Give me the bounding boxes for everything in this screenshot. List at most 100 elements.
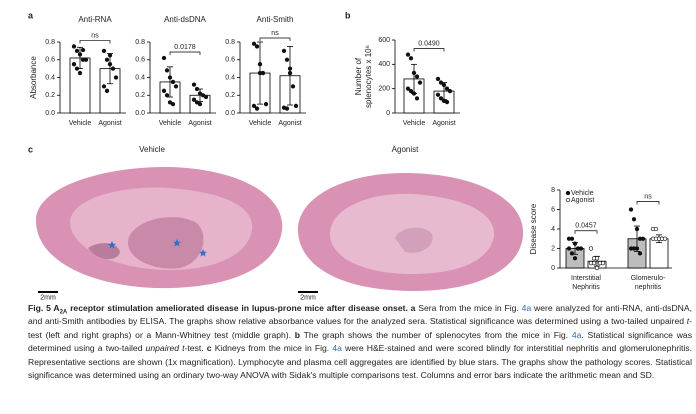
x-tick-label: Nephritis: [572, 284, 600, 291]
data-point: [411, 91, 417, 96]
y-tick-label: 6: [551, 206, 555, 213]
data-point: [281, 48, 287, 54]
data-point: [80, 47, 86, 53]
y-tick-label: 400: [378, 61, 390, 68]
data-point: [107, 53, 113, 58]
data-point: [414, 74, 420, 79]
x-tick-label: nephritis: [635, 284, 662, 291]
caption-text: Fig. 5 A: [28, 303, 60, 313]
x-tick-label: Agonist: [278, 120, 301, 127]
x-tick-label: Interstitial: [571, 275, 601, 282]
data-point: [411, 70, 417, 75]
y-tick-label: 2: [551, 245, 555, 252]
data-point: [251, 103, 257, 109]
x-tick-label: Agonist: [432, 120, 455, 127]
data-point: [594, 265, 600, 271]
significance-bracket: [636, 201, 660, 205]
data-point: [284, 57, 290, 62]
data-point: [191, 82, 197, 87]
data-point: [659, 236, 665, 241]
data-point: [251, 41, 257, 46]
y-axis-label: Number of: [354, 57, 363, 95]
image-label: Agonist: [392, 145, 419, 154]
y-tick-label: 0.0: [225, 110, 235, 117]
data-point: [113, 75, 119, 80]
significance-bracket: [79, 40, 111, 44]
data-point: [74, 48, 80, 54]
data-point: [408, 88, 414, 94]
data-point: [161, 55, 167, 61]
data-point: [104, 57, 110, 62]
y-axis-label: splenocytes x 10⁶: [364, 45, 373, 108]
data-point: [77, 70, 83, 76]
y-tick-label: 0.0: [45, 110, 55, 117]
image-label: Vehicle: [139, 145, 165, 154]
data-point: [170, 101, 176, 107]
caption-text: 2A: [59, 309, 68, 316]
data-point: [164, 68, 170, 73]
data-point: [435, 92, 441, 97]
bar: [649, 238, 669, 269]
data-point: [257, 70, 263, 76]
legend-label: Vehicle: [571, 190, 594, 197]
data-point: [591, 260, 597, 266]
panel-label: c: [28, 144, 33, 154]
y-tick-label: 0.6: [45, 57, 55, 64]
y-tick-label: 0.4: [45, 74, 55, 81]
data-point: [438, 96, 444, 101]
chart-title: Anti-Smith: [257, 15, 294, 24]
figure-link[interactable]: 4a: [521, 303, 532, 313]
caption-text: were H&E-stained and were scored blindly…: [28, 343, 692, 381]
data-point: [405, 86, 411, 91]
data-point: [438, 80, 444, 85]
significance-label: ns: [271, 30, 279, 37]
y-tick-label: 0.6: [135, 57, 145, 64]
x-tick-label: Vehicle: [403, 120, 426, 127]
data-point: [417, 80, 423, 85]
data-point: [444, 86, 450, 91]
data-point: [107, 62, 113, 67]
significance-label: 0.0490: [418, 40, 440, 47]
y-tick-label: 0.2: [135, 92, 145, 99]
data-point: [110, 66, 116, 71]
figure-link[interactable]: 4a: [332, 343, 342, 354]
legend-marker: [565, 197, 571, 203]
y-tick-label: 0.2: [45, 92, 55, 99]
data-point: [164, 93, 170, 98]
legend-label: Agonist: [571, 197, 594, 204]
data-point: [101, 48, 107, 54]
data-point: [569, 236, 575, 241]
y-tick-label: 0: [386, 110, 390, 117]
data-point: [263, 101, 269, 107]
y-tick-label: 0.4: [225, 74, 235, 81]
data-point: [588, 246, 594, 251]
caption-text: b: [294, 329, 301, 340]
data-point: [566, 246, 572, 251]
data-point: [405, 52, 411, 57]
data-point: [628, 207, 634, 212]
data-point: [414, 96, 420, 101]
panel-label: b: [345, 10, 351, 20]
data-point: [71, 44, 77, 49]
scale-label: 2mm: [40, 294, 56, 300]
data-point: [284, 106, 290, 111]
data-point: [631, 217, 637, 222]
caption-text: were analyzed for anti-RNA, anti-dsDNA, …: [28, 303, 692, 327]
data-point: [167, 75, 173, 80]
data-point: [569, 251, 575, 256]
caption-text: The graph shows the number of splenocyte…: [300, 329, 572, 340]
y-tick-label: 4: [551, 226, 555, 233]
data-point: [197, 101, 203, 107]
caption-text: -test.: [184, 343, 207, 354]
data-point: [74, 66, 80, 71]
caption-text: a: [407, 303, 416, 313]
x-tick-label: Vehicle: [159, 120, 182, 127]
data-point: [444, 99, 450, 105]
caption-text: Sera from the mice in Fig.: [415, 303, 522, 313]
data-point: [170, 79, 176, 85]
y-tick-label: 8: [551, 187, 555, 194]
y-tick-label: 0: [551, 265, 555, 272]
figure-link[interactable]: 4a: [571, 329, 582, 340]
data-point: [572, 256, 578, 261]
